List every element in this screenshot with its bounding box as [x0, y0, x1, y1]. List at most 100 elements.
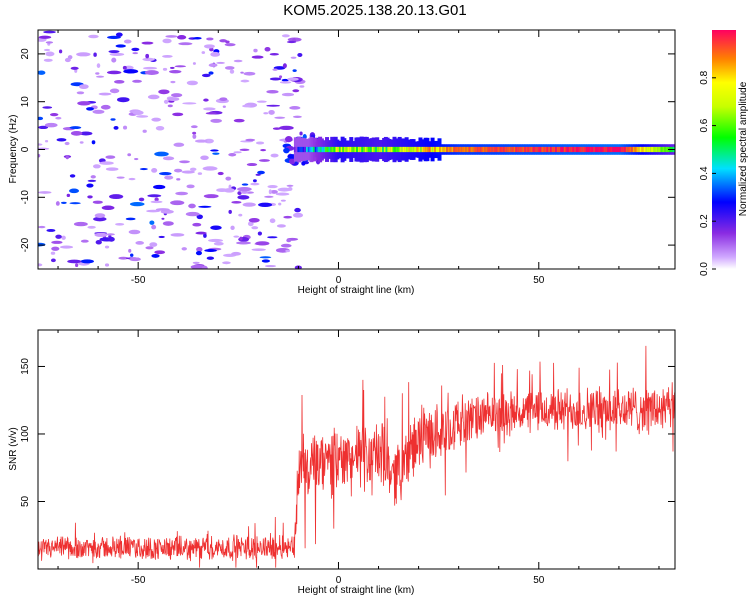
spectrogram-noise-blob: [153, 184, 166, 190]
spectrogram-noise-blob: [181, 170, 195, 174]
spectrogram-noise-blob: [209, 47, 214, 52]
spectrogram-noise-blob: [279, 125, 294, 130]
spectrogram-noise-blob: [162, 221, 174, 226]
spectrogram-noise-blob: [123, 69, 139, 74]
spectrogram-noise-blob: [92, 200, 103, 204]
spectrogram-noise-blob: [155, 208, 170, 211]
spectrogram-noise-blob: [229, 69, 235, 74]
spectrogram-panel: -50 0 50 -20 -10 0 10 20 Height of straight lin…: [8, 29, 676, 296]
spectrogram-noise-blob: [154, 197, 159, 202]
spectrogram-noise-blob: [192, 62, 196, 65]
spectrogram-noise-blob: [256, 100, 267, 103]
spectrogram-noise-blob: [264, 195, 274, 198]
spectrogram-noise-blob: [170, 233, 185, 237]
spectrogram-noise-blob: [50, 258, 56, 263]
spectrogram-noise-blob: [86, 183, 94, 188]
spectrogram-noise-blob: [169, 69, 182, 74]
spectrogram-noise-blob: [281, 78, 289, 82]
spectrogram-noise-blob: [105, 167, 119, 171]
spectrogram-noise-blob: [173, 142, 185, 147]
spectrogram-noise-blob: [281, 92, 295, 97]
spectrogram-noise-blob: [282, 63, 287, 69]
spectrogram-noise-blob: [178, 42, 193, 46]
spectrogram-noise-blob: [139, 168, 148, 171]
spectrogram-noise-blob: [237, 195, 250, 200]
spectrogram-noise-blob: [268, 109, 275, 115]
spectrogram-noise-blob: [151, 167, 158, 173]
spectrogram-noise-blob: [286, 40, 297, 44]
spectrogram-noise-blob: [118, 256, 129, 260]
colorbar-ticks: 0.0 0.2 0.4 0.6 0.8: [699, 70, 716, 276]
spectrogram-noise-blob: [92, 109, 105, 114]
spectrogram-noise-blob: [228, 152, 237, 157]
spectrogram-noise-blob: [117, 97, 130, 103]
spectrogram-noise-blob: [70, 66, 79, 70]
spectrogram-noise-blob: [292, 115, 302, 119]
spectrogram-noise-blob: [292, 89, 300, 93]
spectrogram-noise-blob: [110, 118, 116, 121]
spectrogram-noise-blob: [255, 173, 261, 176]
spectrogram-noise-blob: [142, 57, 155, 62]
snr-y-axis-label: SNR (v/v): [8, 427, 19, 470]
spectrogram-noise-blob: [115, 44, 126, 48]
spectrogram-noise-blob: [51, 246, 60, 251]
spectrogram-noise-blob: [50, 113, 59, 117]
spectrogram-noise-blob: [272, 68, 278, 71]
spectrogram-noise-blob: [55, 234, 62, 239]
spectrogram-noise-blob: [50, 251, 56, 255]
spectrogram-noise-blob: [109, 194, 124, 200]
spectrogram-noise-blob: [100, 104, 111, 110]
spectrogram-noise-blob: [245, 138, 256, 142]
spectrogram-noise-blob: [267, 184, 278, 189]
spectrogram-noise-blob: [128, 177, 136, 181]
spectrogram-noise-blob: [279, 81, 292, 84]
figure-title: KOM5.2025.138.20.13.G01: [283, 2, 467, 19]
spectrogram-noise-blob: [253, 179, 257, 183]
spectrogram-noise-blob: [44, 140, 49, 143]
spectrogram-noise-blob: [210, 149, 219, 152]
spectrogram-noise-blob: [292, 69, 297, 73]
spectrogram-noise-blob: [267, 236, 278, 239]
spectrogram-noise-blob: [129, 202, 145, 207]
spectrogram-noise-blob: [162, 54, 173, 58]
spectrogram-noise-blob: [279, 75, 283, 79]
spectrogram-noise-blob: [90, 175, 96, 179]
spectrogram-noise-blob: [132, 79, 142, 83]
spectrogram-noise-blob: [170, 93, 183, 98]
spectrogram-noise-blob: [240, 190, 249, 194]
colorbar-tick-label: 0.8: [699, 70, 710, 84]
spectrogram-noise-blob: [182, 102, 197, 105]
spectrogram-noise-blob: [201, 51, 206, 54]
spectrogram-noise-blob: [258, 159, 270, 162]
spectrogram-y-tick-label: -20: [20, 237, 31, 252]
spectrogram-noise-blob: [55, 116, 62, 120]
spectrogram-noise-blob: [270, 189, 278, 194]
spectrogram-noise-blob: [200, 155, 209, 160]
spectrogram-noise-blob: [95, 72, 100, 75]
spectrogram-noise-blob: [92, 164, 101, 169]
spectrogram-noise-blob: [108, 50, 120, 54]
spectrogram-noise-blob: [243, 71, 256, 76]
spectrogram-noise-blob: [189, 167, 197, 172]
spectrogram-noise-blob: [277, 187, 291, 192]
snr-ticks: -50 0 50 50 100 150: [20, 330, 675, 586]
spectrogram-noise-blob: [51, 240, 63, 244]
spectrogram-noise-blob: [192, 261, 200, 264]
snr-x-tick-label: -50: [131, 575, 146, 586]
spectrogram-noise-blob: [38, 191, 52, 194]
spectrogram-noise-blob: [177, 35, 187, 40]
spectrogram-noise-blob: [65, 155, 69, 160]
spectrogram-noise-blob: [196, 214, 203, 220]
spectrogram-noise-blob: [293, 212, 304, 218]
spectrogram-noise-blob: [162, 67, 168, 71]
spectrogram-noise-blob: [264, 46, 271, 52]
spectrogram-noise-blob: [250, 182, 260, 186]
snr-x-axis-label: Height of straight line (km): [298, 585, 415, 596]
spectrogram-onset-blob: [301, 161, 306, 166]
spectrogram-noise-blob: [150, 200, 163, 204]
spectrogram-noise-blob: [125, 217, 136, 221]
spectrogram-noise-blob: [286, 184, 294, 187]
spectrogram-noise-blob: [69, 202, 81, 205]
colorbar-tick-label: 0.2: [699, 214, 710, 228]
spectrogram-y-tick-label: 20: [20, 48, 31, 60]
